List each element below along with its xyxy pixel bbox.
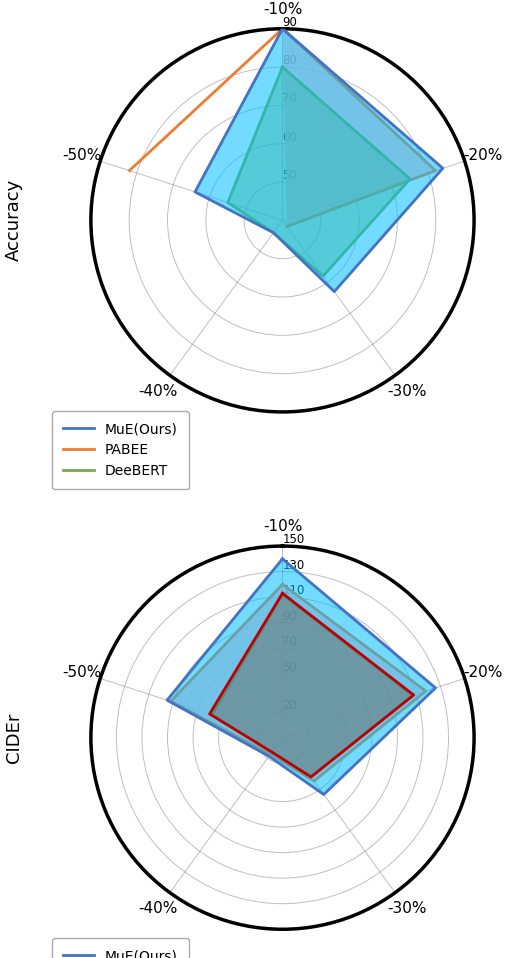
Polygon shape [212,595,412,777]
Text: Accuracy: Accuracy [5,179,23,262]
Polygon shape [171,584,426,781]
Legend: MuE(Ours), DeeCap, PABEE, DeeBERT: MuE(Ours), DeeCap, PABEE, DeeBERT [52,938,188,958]
Polygon shape [228,67,410,276]
Text: CIDEr: CIDEr [5,713,23,763]
Polygon shape [167,559,436,794]
Polygon shape [195,29,443,291]
Legend: MuE(Ours), PABEE, DeeBERT: MuE(Ours), PABEE, DeeBERT [52,411,188,490]
Polygon shape [210,593,413,777]
